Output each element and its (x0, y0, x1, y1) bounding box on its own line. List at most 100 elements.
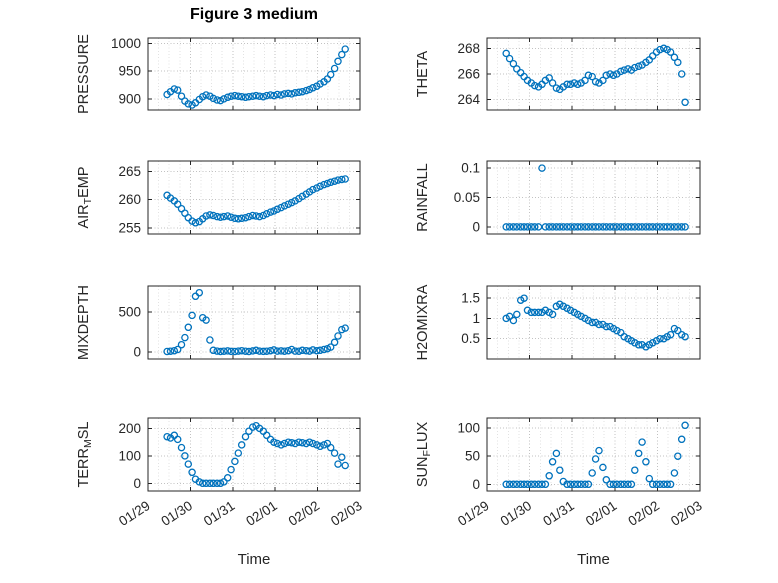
scatter-point (548, 310, 557, 319)
scatter-point (502, 49, 510, 58)
scatter-point (620, 480, 628, 489)
scatter-point (202, 91, 210, 99)
scatter-point (237, 441, 246, 449)
ylabel-rainfall: RAINFALL (415, 163, 431, 232)
scatter-point (502, 480, 510, 489)
scatter-point (677, 435, 686, 444)
scatter-point (234, 347, 243, 355)
scatter-point (638, 223, 646, 231)
scatter-point (309, 84, 317, 92)
scatter-point (163, 432, 171, 441)
scatter-point (552, 223, 561, 231)
scatter-point (191, 292, 200, 301)
scatter-point (295, 88, 303, 97)
scatter-point (227, 92, 235, 100)
scatter-point (273, 347, 282, 355)
x-tick-label: 02/01 (243, 498, 280, 529)
scatter-point (581, 76, 589, 85)
scatter-series (163, 421, 349, 488)
scatter-point (202, 212, 210, 220)
scatter-point (184, 460, 193, 468)
scatter-point (645, 474, 654, 483)
scatter-point (330, 449, 339, 457)
scatter-point (341, 45, 349, 53)
subplot-rainfall: 0 0.05 0.1 RAINFALL (415, 160, 701, 235)
scatter-point (602, 476, 611, 484)
scatter-point (280, 90, 289, 98)
scatter-point (309, 346, 317, 354)
axis-ticks (486, 38, 701, 110)
y-tick-label: 950 (118, 64, 141, 79)
y-tick-label: 100 (118, 448, 141, 463)
y-tick-label: 500 (118, 305, 141, 320)
scatter-point (177, 92, 186, 100)
scatter-point (505, 54, 514, 63)
scatter-point (320, 441, 328, 449)
scatter-point (577, 480, 585, 489)
scatter-point (670, 223, 679, 231)
scatter-point (309, 439, 317, 448)
scatter-point (677, 223, 686, 231)
scatter-point (634, 449, 643, 458)
scatter-point (523, 480, 532, 489)
scatter-point (584, 223, 593, 231)
scatter-point (298, 346, 307, 355)
scatter-point (184, 323, 193, 332)
scatter-point (305, 347, 314, 355)
scatter-point (209, 94, 218, 103)
scatter-point (573, 480, 582, 489)
scatter-point (227, 465, 235, 474)
scatter-point (216, 347, 225, 356)
x-tick-label: 01/29 (116, 498, 153, 529)
scatter-point (237, 92, 246, 101)
scatter-point (206, 336, 214, 344)
scatter-point (245, 92, 253, 101)
scatter-point (556, 223, 564, 231)
scatter-point (681, 223, 689, 231)
scatter-point (527, 223, 536, 231)
scatter-point (280, 347, 289, 355)
scatter-point (173, 435, 182, 444)
scatter-point (674, 223, 682, 231)
scatter-point (209, 479, 218, 488)
scatter-point (202, 479, 210, 488)
ylabel-terr_msl: TERRMSL (76, 422, 94, 488)
scatter-point (273, 90, 282, 99)
scatter-point (670, 53, 679, 62)
scatter-point (648, 339, 657, 347)
y-tick-label: 255 (118, 220, 141, 235)
scatter-point (316, 182, 324, 191)
scatter-point (530, 223, 539, 231)
scatter-point (666, 330, 675, 339)
scatter-point (326, 443, 335, 452)
scatter-point (237, 214, 246, 223)
scatter-point (634, 341, 643, 349)
x-tick-label: 02/01 (583, 498, 620, 529)
scatter-point (656, 45, 664, 54)
scatter-point (520, 223, 528, 231)
scatter-point (631, 339, 639, 347)
x-tick-label: 02/02 (286, 498, 323, 529)
scatter-point (334, 57, 342, 66)
scatter-point (270, 438, 278, 446)
scatter-point (273, 439, 282, 448)
scatter-point (338, 453, 346, 461)
y-tick-label: 266 (457, 67, 480, 82)
scatter-point (206, 479, 214, 488)
scatter-point (631, 466, 639, 474)
scatter-point (227, 213, 235, 221)
scatter-point (287, 438, 296, 447)
scatter-point (209, 346, 218, 355)
scatter-point (262, 91, 271, 100)
x-tick-label: 02/03 (668, 498, 705, 529)
scatter-point (237, 346, 246, 355)
scatter-series (163, 288, 349, 356)
axes-box (147, 285, 361, 360)
scatter-point (181, 333, 189, 342)
scatter-point (516, 68, 525, 77)
scatter-point (241, 347, 250, 355)
scatter-point (591, 77, 600, 86)
scatter-point (231, 91, 239, 100)
scatter-point (559, 302, 568, 311)
